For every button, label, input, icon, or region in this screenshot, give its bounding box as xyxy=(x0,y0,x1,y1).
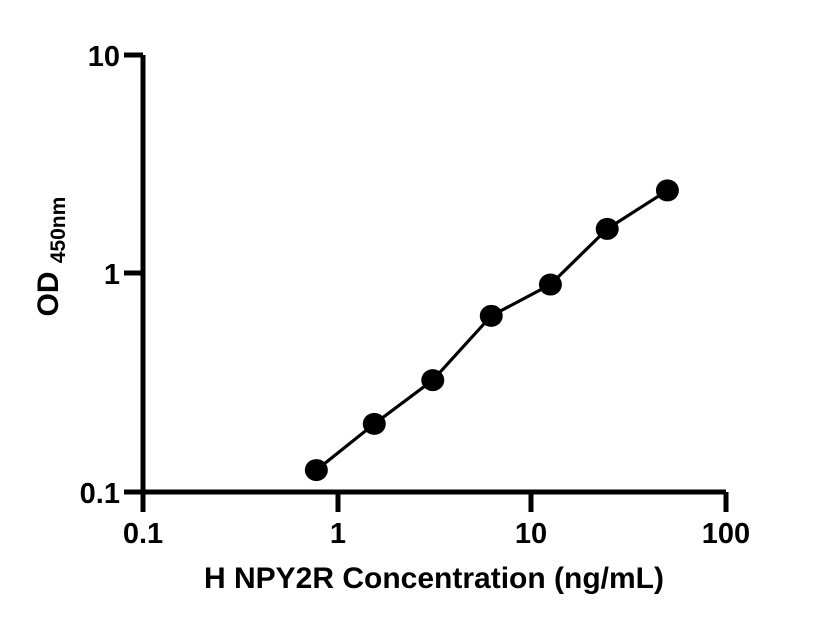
data-point-marker xyxy=(479,304,503,327)
y-axis xyxy=(124,52,146,495)
y-axis-title-subscript: 450nm xyxy=(47,197,70,264)
data-point-marker xyxy=(362,412,386,435)
x-axis xyxy=(140,489,729,512)
y-tick-label-0.1: 0.1 xyxy=(80,478,120,510)
y-axis-title-main: OD xyxy=(32,272,65,317)
x-axis-title: H NPY2R Concentration (ng/mL) xyxy=(204,562,664,595)
x-tick-label-1: 1 xyxy=(330,518,346,550)
data-point-marker xyxy=(655,179,679,202)
data-point-marker xyxy=(538,273,562,296)
data-point-marker xyxy=(304,459,328,482)
data-point-marker xyxy=(595,217,619,240)
y-tick-label-1: 1 xyxy=(104,259,120,291)
x-tick-label-10: 10 xyxy=(515,518,547,550)
data-series xyxy=(304,179,679,482)
x-tick-label-100: 100 xyxy=(702,518,750,550)
x-tick-label-0.1: 0.1 xyxy=(123,518,163,550)
y-tick-label-10: 10 xyxy=(88,41,120,73)
y-axis-title-group: OD 450nm xyxy=(32,197,70,317)
data-point-marker xyxy=(421,369,445,392)
